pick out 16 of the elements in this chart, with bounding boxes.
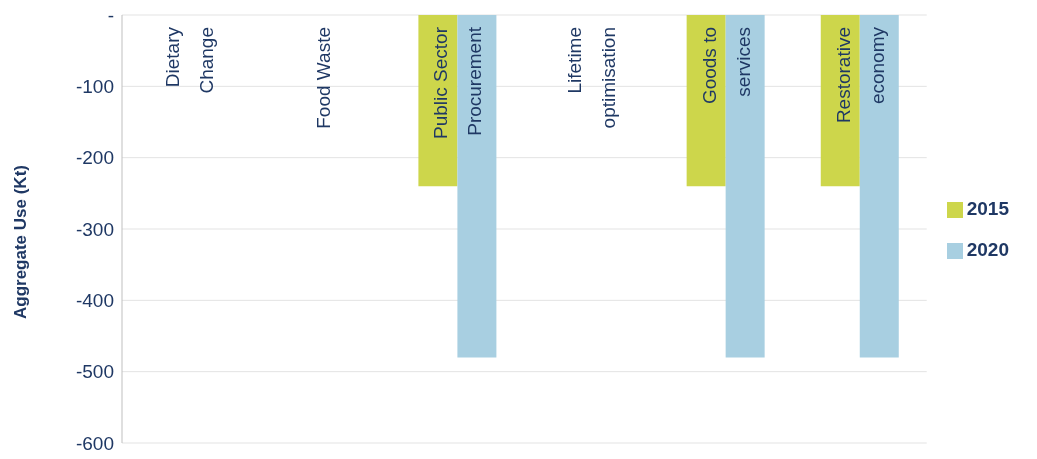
x-tick-label: Dietary Change	[162, 26, 218, 94]
y-tick-label: -400	[75, 290, 114, 312]
x-tick-label: Goods to services	[698, 27, 754, 105]
y-tick-label: -200	[75, 147, 114, 169]
legend-label: 2015	[966, 197, 1009, 219]
y-tick-label: -600	[75, 432, 114, 454]
y-tick-label: -300	[75, 218, 114, 240]
y-tick-label: -	[107, 4, 114, 26]
x-tick-label: Public Sector Procurement	[430, 26, 486, 139]
y-tick-label: -100	[75, 76, 114, 98]
x-tick-label: Food Waste	[313, 27, 335, 129]
y-axis-title: Aggregate Use (Kt)	[11, 165, 31, 319]
legend-label: 2020	[966, 238, 1009, 260]
x-tick-label: Restorative economy	[832, 26, 888, 124]
x-tick-label: Lifetime optimisation	[564, 27, 620, 129]
y-tick-label: -500	[75, 361, 114, 383]
